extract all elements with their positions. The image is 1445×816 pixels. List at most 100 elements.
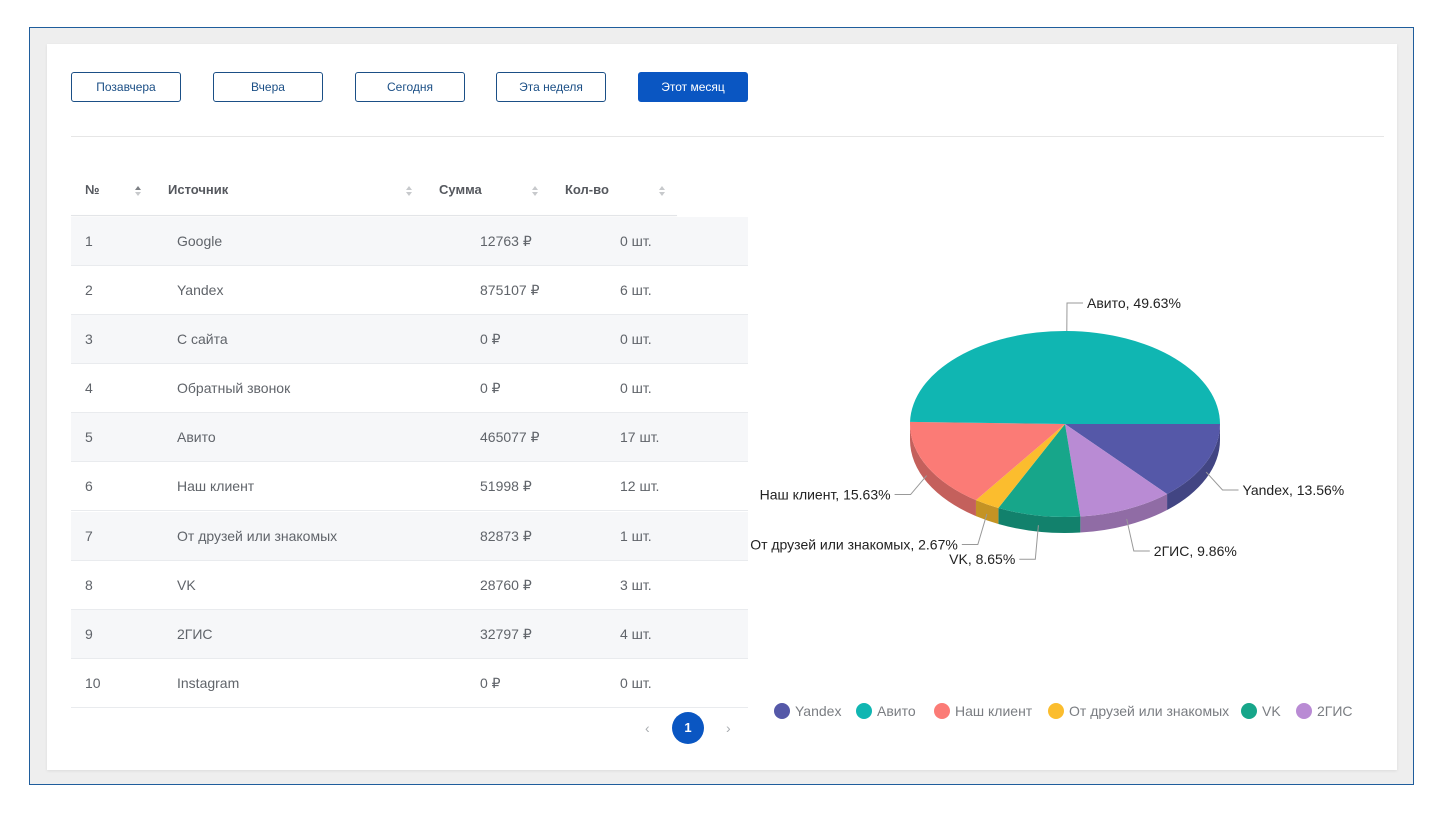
table-row[interactable]: 10 Instagram 0 ₽ 0 шт. (71, 659, 748, 708)
legend-item-2gis[interactable]: 2ГИС (1296, 703, 1353, 721)
pie-side-yandex (1167, 424, 1220, 510)
sort-icon[interactable] (531, 186, 539, 198)
row-source: Авито (177, 429, 216, 445)
sort-icon[interactable] (134, 186, 142, 198)
filter-this-week-button[interactable]: Эта неделя (496, 72, 606, 102)
row-sum: 28760 ₽ (480, 577, 532, 593)
pie-side-vk (998, 507, 1081, 533)
row-source: Google (177, 233, 223, 249)
row-quantity: 0 шт. (620, 331, 652, 347)
column-header-sum[interactable]: Сумма (439, 182, 482, 197)
row-quantity: 0 шт. (620, 233, 652, 249)
legend-dot-icon (774, 703, 790, 720)
pie-leader-line (1019, 525, 1039, 560)
row-source: От друзей или знакомых (177, 528, 338, 544)
table-row[interactable]: 7 От друзей или знакомых 82873 ₽ 1 шт. (71, 512, 748, 561)
pie-slice-от-друзей-или-знакомых (975, 424, 1065, 508)
pie-label-vk: VK, 8.65% (949, 551, 1015, 567)
row-quantity: 0 шт. (620, 675, 652, 691)
table-row[interactable]: 1 Google 12763 ₽ 0 шт. (71, 217, 748, 266)
row-source: Наш клиент (177, 478, 255, 494)
table-row[interactable]: 6 Наш клиент 51998 ₽ 12 шт. (71, 462, 748, 511)
legend-label: Наш клиент (955, 703, 1033, 719)
section-divider (71, 136, 1384, 137)
row-number: 5 (85, 429, 93, 445)
row-number: 6 (85, 478, 93, 494)
row-quantity: 17 шт. (620, 429, 660, 445)
row-quantity: 1 шт. (620, 528, 652, 544)
filter-today-button[interactable]: Сегодня (355, 72, 465, 102)
row-number: 10 (85, 675, 101, 691)
row-number: 8 (85, 577, 93, 593)
row-sum: 12763 ₽ (480, 233, 532, 249)
legend-dot-icon (1241, 703, 1257, 720)
pie-leader-line (1126, 518, 1150, 552)
row-number: 4 (85, 380, 93, 396)
column-header-source[interactable]: Источник (168, 182, 229, 197)
pie-leader-line (961, 513, 988, 546)
legend-dot-icon (934, 703, 950, 720)
row-number: 9 (85, 626, 93, 642)
column-header-quantity[interactable]: Кол-во (565, 182, 609, 197)
row-number: 7 (85, 528, 93, 544)
filter-day-before-yesterday-button[interactable]: Позавчера (71, 72, 181, 102)
pagination-next-icon[interactable]: › (726, 720, 731, 736)
table-row[interactable]: 9 2ГИС 32797 ₽ 4 шт. (71, 610, 748, 659)
row-quantity: 0 шт. (620, 380, 652, 396)
pie-side-от-друзей-или-знакомых (975, 500, 999, 524)
row-quantity: 12 шт. (620, 478, 660, 494)
legend-item-vk[interactable]: VK (1241, 703, 1281, 721)
row-sum: 875107 ₽ (480, 282, 540, 298)
sort-icon[interactable] (658, 186, 666, 198)
row-sum: 82873 ₽ (480, 528, 532, 544)
row-source: С сайта (177, 331, 228, 347)
pagination-page-button[interactable]: 1 (672, 712, 704, 744)
row-number: 1 (85, 233, 93, 249)
row-source: Обратный звонок (177, 380, 291, 396)
pie-side-наш-клиент (910, 424, 976, 517)
pie-slice-авито (910, 331, 1220, 424)
pie-leader-line (894, 475, 928, 496)
row-sum: 465077 ₽ (480, 429, 540, 445)
legend-item-avito[interactable]: Авито (856, 703, 916, 721)
legend-dot-icon (856, 703, 872, 720)
legend-label: Авито (877, 703, 916, 719)
row-sum: 0 ₽ (480, 675, 501, 691)
filter-this-month-button[interactable]: Этот месяц (638, 72, 748, 102)
pie-label-авито: Авито, 49.63% (1087, 295, 1181, 311)
row-quantity: 4 шт. (620, 626, 652, 642)
legend-dot-icon (1048, 703, 1064, 720)
sort-icon[interactable] (405, 186, 413, 198)
row-sum: 0 ₽ (480, 331, 501, 347)
pie-slice-vk (998, 424, 1081, 517)
table-header-line (71, 215, 677, 216)
row-number: 3 (85, 331, 93, 347)
row-source: Yandex (177, 282, 224, 298)
legend-label: 2ГИС (1317, 703, 1353, 719)
table-row[interactable]: 3 С сайта 0 ₽ 0 шт. (71, 315, 748, 364)
table-row[interactable]: 2 Yandex 875107 ₽ 6 шт. (71, 266, 748, 315)
legend-label: От друзей или знакомых (1069, 703, 1230, 719)
legend-item-friends[interactable]: От друзей или знакомых (1048, 703, 1229, 721)
pie-label-наш-клиент: Наш клиент, 15.63% (760, 487, 891, 503)
row-source: Instagram (177, 675, 240, 691)
legend-item-our-client[interactable]: Наш клиент (934, 703, 1032, 721)
pie-slice-2гис (1065, 424, 1168, 517)
filter-yesterday-button[interactable]: Вчера (213, 72, 323, 102)
table-row[interactable]: 5 Авито 465077 ₽ 17 шт. (71, 413, 748, 462)
row-number: 2 (85, 282, 93, 298)
row-quantity: 6 шт. (620, 282, 652, 298)
pagination-prev-icon[interactable]: ‹ (645, 720, 650, 736)
pie-label-2гис: 2ГИС, 9.86% (1154, 543, 1237, 559)
table-row[interactable]: 8 VK 28760 ₽ 3 шт. (71, 561, 748, 610)
legend-item-yandex[interactable]: Yandex (774, 703, 841, 721)
legend-label: VK (1262, 703, 1281, 719)
row-source: 2ГИС (177, 626, 213, 642)
table-row[interactable]: 4 Обратный звонок 0 ₽ 0 шт. (71, 364, 748, 413)
row-sum: 32797 ₽ (480, 626, 532, 642)
pie-leader-line (1205, 471, 1239, 491)
column-header-number[interactable]: № (85, 182, 100, 197)
pie-side-2гис (1080, 493, 1168, 533)
pie-label-от-друзей-или-знакомых: От друзей или знакомых, 2.67% (750, 537, 958, 553)
